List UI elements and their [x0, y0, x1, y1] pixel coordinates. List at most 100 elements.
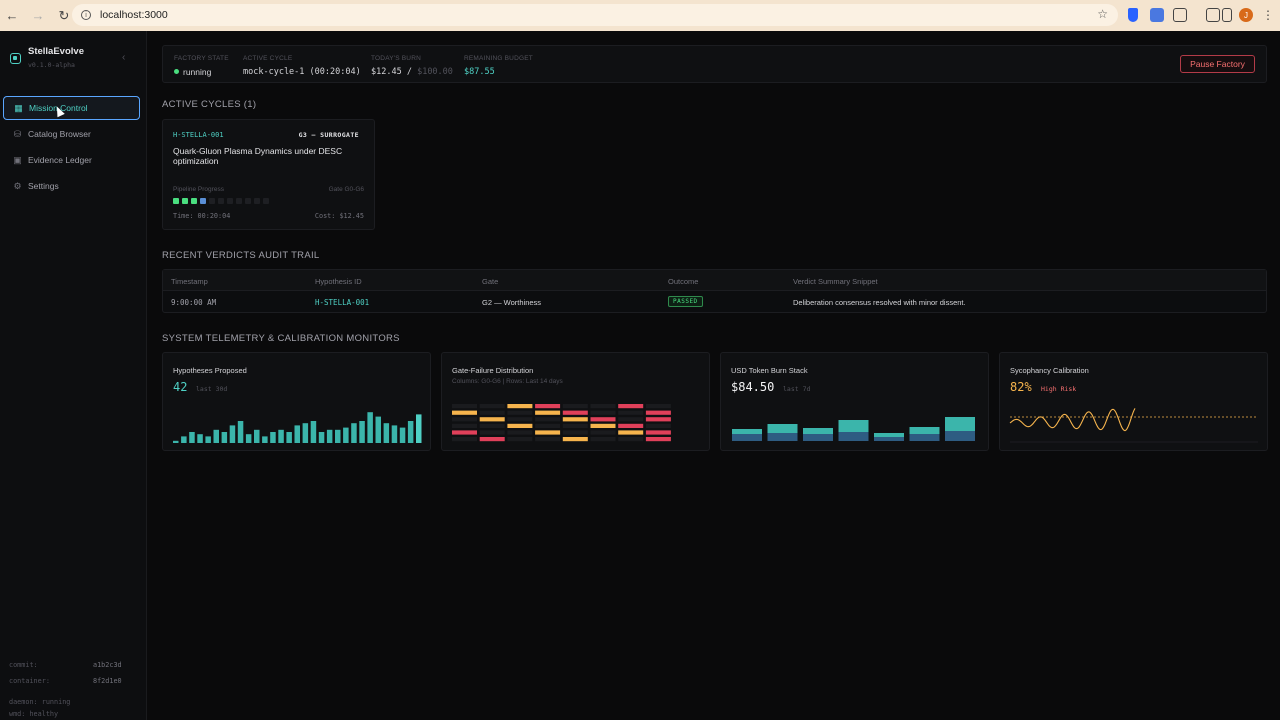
heatmap-cell — [590, 437, 616, 442]
collapse-sidebar-icon[interactable]: ‹ — [122, 52, 126, 63]
stack-bar-bottom — [945, 431, 975, 441]
sidebar-item-catalog-browser[interactable]: ⛁ Catalog Browser — [3, 122, 140, 146]
row-summary: Deliberation consensus resolved with min… — [793, 298, 966, 307]
pipeline-pips — [173, 198, 269, 204]
forward-icon[interactable]: → — [31, 8, 45, 23]
sparkline-bar — [335, 429, 341, 443]
sidebar-item-mission-control[interactable]: ▦ Mission Control — [3, 96, 140, 120]
column-header[interactable]: Hypothesis ID — [315, 277, 362, 286]
row-hypothesis-id[interactable]: H-STELLA-001 — [315, 298, 370, 307]
tab-search-icon[interactable] — [1206, 8, 1220, 22]
sparkline-bar — [359, 421, 365, 443]
sidebar-item-label: Evidence Ledger — [28, 155, 92, 165]
heatmap-cell — [507, 430, 533, 435]
bookmark-star-icon[interactable]: ☆ — [1097, 7, 1108, 21]
sidebar-toggle-icon[interactable] — [1222, 8, 1232, 22]
heatmap-cell — [535, 430, 561, 435]
heatmap-cell — [535, 437, 561, 442]
stack-bar-top — [945, 417, 975, 431]
column-header[interactable]: Gate — [482, 277, 499, 286]
stack-bar-top — [909, 427, 940, 434]
token-burn-period: last 7d — [783, 385, 811, 393]
wmd-status: wmd: healthy — [9, 710, 59, 718]
heatmap-cell — [590, 423, 616, 428]
row-gate: G2 — Worthiness — [482, 298, 542, 307]
extensions-puzzle-icon[interactable] — [1173, 8, 1187, 22]
stack-bar-bottom — [909, 434, 940, 441]
status-dot-icon — [174, 69, 179, 74]
sparkline-bar — [254, 429, 260, 443]
sparkline-bar — [262, 436, 268, 443]
telemetry-title: SYSTEM TELEMETRY & CALIBRATION MONITORS — [162, 333, 400, 344]
column-header[interactable]: Verdict Summary Snippet — [793, 277, 878, 286]
budget-label: REMAINING BUDGET — [464, 55, 533, 62]
verdicts-table: Timestamp Hypothesis ID Gate Outcome Ver… — [162, 269, 1267, 313]
pipeline-pip — [218, 198, 224, 204]
heatmap-cell — [645, 430, 671, 435]
sparkline-bar — [173, 440, 179, 443]
heatmap-cell — [479, 404, 505, 409]
active-cycles-title: ACTIVE CYCLES (1) — [162, 99, 257, 110]
commit-value[interactable]: a1b2c3d — [93, 661, 122, 669]
stack-bar-top — [732, 429, 762, 434]
tile-subtitle: Columns: G0-G6 | Rows: Last 14 days — [452, 378, 563, 385]
reload-icon[interactable]: ↻ — [58, 7, 70, 23]
sidebar-item-label: Catalog Browser — [28, 129, 91, 139]
sparkline-bar — [213, 429, 219, 443]
heatmap-cell — [479, 410, 505, 415]
heatmap-cell — [479, 417, 505, 422]
heatmap-cell — [452, 423, 477, 428]
risk-label: High Risk — [1041, 385, 1077, 393]
cycle-hypothesis-id[interactable]: H-STELLA-001 — [173, 131, 224, 139]
browser-menu-icon[interactable]: ⋮ — [1262, 8, 1274, 22]
back-icon[interactable]: ← — [5, 8, 19, 23]
heatmap-cell — [590, 404, 616, 409]
heatmap-cell — [479, 437, 505, 442]
brand-version: v0.1.0-alpha — [28, 61, 75, 69]
pause-factory-button[interactable]: Pause Factory — [1180, 55, 1255, 73]
pipeline-pip — [227, 198, 233, 204]
sycophancy-tile[interactable]: Sycophancy Calibration 82% High Risk — [999, 352, 1268, 451]
stack-bar-top — [767, 424, 798, 433]
sidebar: StellaEvolve v0.1.0-alpha ‹ ▦ Mission Co… — [0, 31, 147, 720]
sidebar-item-evidence-ledger[interactable]: ▣ Evidence Ledger — [3, 148, 140, 172]
verdicts-title: RECENT VERDICTS AUDIT TRAIL — [162, 250, 320, 261]
hypotheses-tile[interactable]: Hypotheses Proposed 42 last 30d — [162, 352, 431, 451]
sidebar-item-settings[interactable]: ⚙ Settings — [3, 174, 140, 198]
token-burn-tile[interactable]: USD Token Burn Stack $84.50 last 7d — [720, 352, 989, 451]
burn-label: TODAY'S BURN — [371, 55, 421, 62]
sparkline-bar — [375, 416, 381, 443]
url-text[interactable]: localhost:3000 — [100, 9, 168, 21]
daemon-status: daemon: running — [9, 698, 71, 706]
site-info-icon[interactable]: i — [81, 10, 91, 20]
address-bar[interactable]: i localhost:3000 ☆ — [72, 4, 1118, 26]
heatmap-cell — [452, 430, 477, 435]
column-header[interactable]: Timestamp — [171, 277, 208, 286]
hypotheses-period: last 30d — [196, 385, 228, 393]
pipeline-progress-label: Pipeline Progress — [173, 186, 224, 193]
heatmap-cell — [562, 430, 588, 435]
heatmap-cell — [507, 410, 533, 415]
heatmap-cell — [535, 410, 561, 415]
heatmap-cell — [590, 430, 616, 435]
sparkline-bar — [383, 423, 390, 443]
sparkline-bar — [399, 427, 406, 443]
stack-bar-bottom — [874, 437, 904, 441]
cycle-card[interactable]: H-STELLA-001 G3 — SURROGATE Quark-Gluon … — [162, 119, 375, 230]
heatmap-cell — [618, 423, 644, 428]
container-value[interactable]: 8f2d1e0 — [93, 677, 122, 685]
column-header[interactable]: Outcome — [668, 277, 699, 286]
heatmap-cell — [562, 423, 588, 428]
shield-extension-icon[interactable] — [1128, 8, 1138, 22]
heatmap-cell — [507, 417, 533, 422]
translate-extension-icon[interactable] — [1150, 8, 1164, 22]
sparkline-bar — [310, 421, 317, 443]
tile-title: USD Token Burn Stack — [731, 366, 808, 375]
sparkline-bar — [326, 429, 333, 443]
active-cycle-value: mock-cycle-1 (00:20:04) — [243, 67, 361, 77]
sparkline-bar — [205, 436, 211, 443]
sidebar-item-label: Mission Control — [29, 103, 88, 113]
heatmap-cell — [452, 437, 477, 442]
profile-avatar[interactable]: J — [1239, 8, 1253, 22]
gate-failure-tile[interactable]: Gate-Failure Distribution Columns: G0-G6… — [441, 352, 710, 451]
